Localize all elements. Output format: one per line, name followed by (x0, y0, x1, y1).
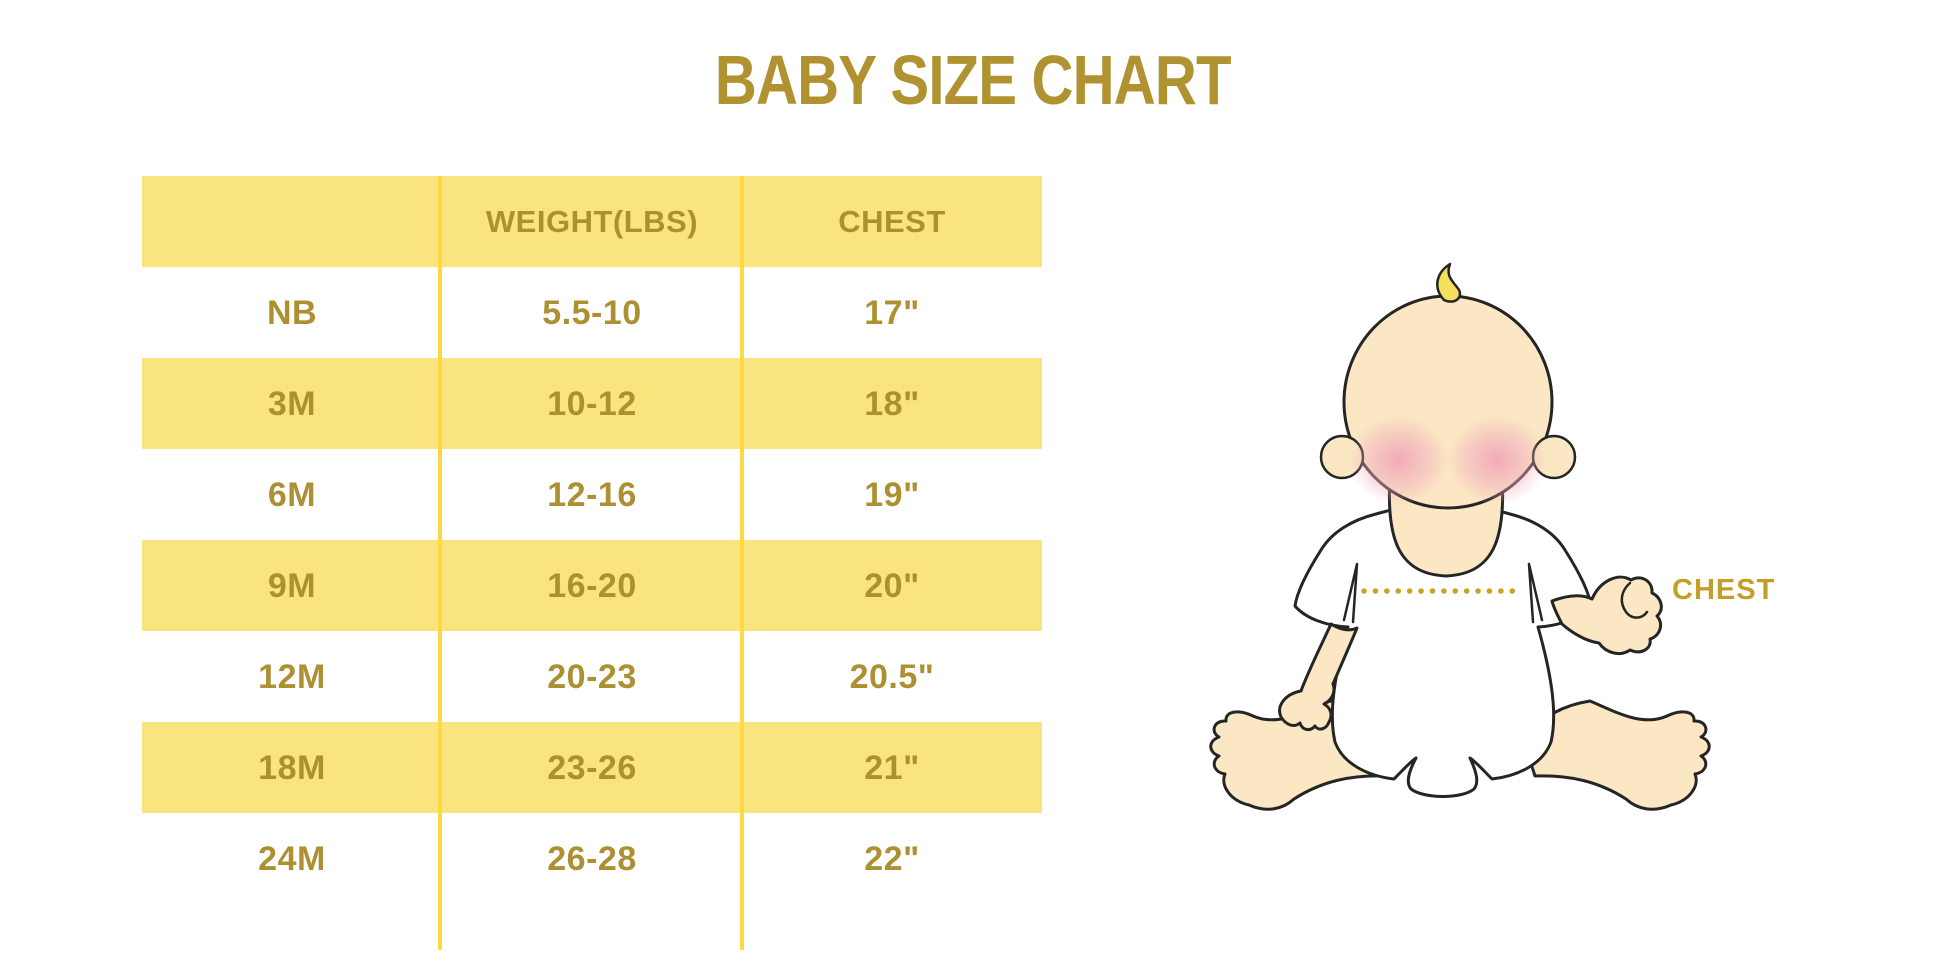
baby-left-arm (1278, 622, 1359, 732)
size-table: WEIGHT(LBS) CHEST NB 5.5-10 17" 3M 10-12… (142, 176, 1042, 950)
size-cell: 24M (258, 839, 326, 878)
size-cell: 3M (267, 384, 317, 423)
header-cell-chest: CHEST (838, 204, 946, 239)
chest-cell: 20.5" (849, 657, 935, 696)
size-cell: 6M (267, 475, 317, 514)
column-divider (740, 176, 744, 950)
sleeve-notch-left (1342, 562, 1359, 624)
weight-cell: 16-20 (547, 566, 637, 605)
baby-blush-right (1447, 415, 1547, 505)
baby-hair-curl (1436, 262, 1462, 303)
chest-cell: 22" (864, 839, 920, 878)
baby-right-leg (1521, 699, 1711, 811)
weight-cell: 23-26 (547, 748, 637, 787)
table-row: 12M 20-23 20.5" (142, 631, 1042, 722)
size-cell: NB (266, 293, 318, 332)
weight-cell: 20-23 (547, 657, 637, 696)
fist-thumb-line (1620, 581, 1649, 619)
baby-blush-left (1349, 415, 1449, 505)
page-title-text: BABY SIZE CHART (715, 41, 1232, 119)
chest-cell: 19" (864, 475, 920, 514)
baby-right-arm (1550, 575, 1663, 655)
baby-onesie (1293, 502, 1593, 798)
size-cell: 12M (258, 657, 326, 696)
sleeve-notch-right (1527, 562, 1544, 624)
size-cell: 9M (267, 566, 317, 605)
weight-cell: 26-28 (547, 839, 637, 878)
table-row: 6M 12-16 19" (142, 449, 1042, 540)
size-cell: 18M (258, 748, 326, 787)
chest-measure-label: CHEST (1672, 574, 1776, 606)
chest-cell: 18" (864, 384, 920, 423)
header-cell-weight: WEIGHT(LBS) (485, 204, 699, 239)
table-row: 18M 23-26 21" (142, 722, 1042, 813)
weight-cell: 5.5-10 (542, 293, 642, 332)
table-row: NB 5.5-10 17" (142, 267, 1042, 358)
chest-cell: 20" (864, 566, 920, 605)
chest-cell: 21" (864, 748, 920, 787)
weight-cell: 12-16 (547, 475, 637, 514)
column-divider (438, 176, 442, 950)
table-header-row: WEIGHT(LBS) CHEST (142, 176, 1042, 267)
table-row: 3M 10-12 18" (142, 358, 1042, 449)
chest-cell: 17" (864, 293, 920, 332)
table-row: 24M 26-28 22" (142, 813, 1042, 904)
page-title: BABY SIZE CHART (0, 40, 1946, 120)
table-row: 9M 16-20 20" (142, 540, 1042, 631)
baby-sitting-icon (1209, 262, 1711, 811)
weight-cell: 10-12 (547, 384, 637, 423)
